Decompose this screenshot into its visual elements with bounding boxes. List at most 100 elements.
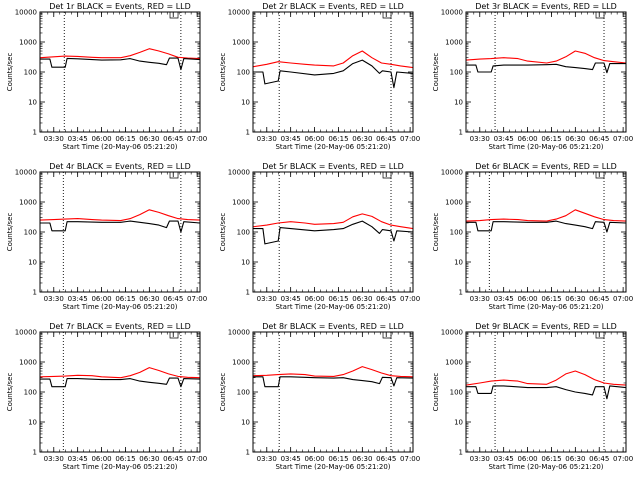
y-tick-label: 10 bbox=[241, 419, 250, 427]
x-tick-label: 06:00 bbox=[517, 295, 537, 303]
y-tick-label: 10000 bbox=[228, 169, 250, 177]
x-tick-label: 06:00 bbox=[517, 135, 537, 143]
x-tick-label: 06:45 bbox=[376, 295, 396, 303]
x-axis-label: Start Time (20-May-06 05:21:20) bbox=[62, 463, 177, 471]
x-tick-label: 03:45 bbox=[68, 455, 88, 463]
panel-8: Det 8r BLACK = Events, RED = LLD 1 10 100 10… bbox=[219, 322, 420, 471]
x-tick-label: 06:45 bbox=[163, 295, 183, 303]
panel-3: Det 3r BLACK = Events, RED = LLD 1 10 100 10… bbox=[432, 2, 633, 151]
plot-frame bbox=[39, 171, 201, 293]
y-tick-label: 10 bbox=[241, 99, 250, 107]
x-tick-label: 06:30 bbox=[565, 135, 585, 143]
x-tick-label: 06:45 bbox=[589, 295, 609, 303]
y-tick-label: 100 bbox=[237, 69, 250, 77]
x-tick-label: 07:00 bbox=[400, 455, 420, 463]
x-tick-label: 03:45 bbox=[281, 135, 301, 143]
y-tick-label: 10 bbox=[28, 259, 37, 267]
panel-title: Det 3r BLACK = Events, RED = LLD bbox=[475, 2, 617, 11]
x-tick-label: 07:00 bbox=[400, 135, 420, 143]
x-tick-label: 06:30 bbox=[139, 295, 159, 303]
y-tick-label: 1 bbox=[33, 449, 37, 457]
y-tick-label: 100 bbox=[237, 229, 250, 237]
panel-9: Det 9r BLACK = Events, RED = LLD 1 10 100 10… bbox=[432, 322, 633, 471]
panel-2: Det 2r BLACK = Events, RED = LLD 1 10 100 10… bbox=[219, 2, 420, 151]
panel-title: Det 1r BLACK = Events, RED = LLD bbox=[49, 2, 191, 11]
y-tick-label: 1000 bbox=[19, 199, 37, 207]
x-axis-label: Start Time (20-May-06 05:21:20) bbox=[275, 463, 390, 471]
y-tick-label: 10 bbox=[28, 419, 37, 427]
y-tick-label: 10 bbox=[454, 259, 463, 267]
x-tick-label: 06:45 bbox=[589, 455, 609, 463]
x-tick-label: 07:00 bbox=[400, 295, 420, 303]
interval-bracket bbox=[595, 332, 605, 339]
x-tick-label: 06:00 bbox=[304, 135, 324, 143]
y-tick-label: 1000 bbox=[19, 39, 37, 47]
x-tick-label: 03:30 bbox=[257, 295, 277, 303]
lld-series-line bbox=[466, 370, 627, 386]
x-axis-label: Start Time (20-May-06 05:21:20) bbox=[488, 303, 603, 311]
y-tick-label: 100 bbox=[450, 389, 463, 397]
y-tick-label: 1 bbox=[33, 129, 37, 137]
y-tick-label: 10 bbox=[28, 99, 37, 107]
lld-series-line bbox=[466, 50, 627, 64]
x-tick-label: 07:00 bbox=[187, 135, 207, 143]
y-tick-label: 10000 bbox=[15, 169, 37, 177]
panel-title: Det 6r BLACK = Events, RED = LLD bbox=[475, 162, 617, 171]
x-tick-label: 06:45 bbox=[376, 135, 396, 143]
y-tick-label: 1 bbox=[33, 289, 37, 297]
plot-frame bbox=[252, 11, 414, 133]
x-tick-label: 06:30 bbox=[352, 295, 372, 303]
y-tick-label: 1000 bbox=[445, 359, 463, 367]
y-tick-label: 100 bbox=[450, 69, 463, 77]
y-tick-label: 100 bbox=[24, 69, 37, 77]
x-tick-label: 07:00 bbox=[187, 295, 207, 303]
events-series-line bbox=[40, 377, 201, 388]
x-tick-label: 06:30 bbox=[565, 295, 585, 303]
y-axis-label: Counts/sec bbox=[6, 213, 14, 252]
plot-frame bbox=[252, 331, 414, 453]
y-axis-label: Counts/sec bbox=[6, 53, 14, 92]
y-tick-label: 10000 bbox=[15, 329, 37, 337]
x-axis-label: Start Time (20-May-06 05:21:20) bbox=[488, 463, 603, 471]
interval-bracket bbox=[382, 172, 392, 179]
x-tick-label: 06:45 bbox=[376, 455, 396, 463]
panel-6: Det 6r BLACK = Events, RED = LLD 1 10 100 10… bbox=[432, 162, 633, 311]
y-tick-label: 10 bbox=[241, 259, 250, 267]
panel-title: Det 8r BLACK = Events, RED = LLD bbox=[262, 322, 404, 331]
y-tick-label: 100 bbox=[24, 229, 37, 237]
y-axis-label: Counts/sec bbox=[219, 373, 227, 412]
panel-title: Det 7r BLACK = Events, RED = LLD bbox=[49, 322, 191, 331]
lld-series-line bbox=[253, 50, 414, 69]
x-tick-label: 06:45 bbox=[163, 455, 183, 463]
x-axis-label: Start Time (20-May-06 05:21:20) bbox=[62, 303, 177, 311]
x-tick-label: 06:15 bbox=[541, 135, 561, 143]
events-series-line bbox=[40, 220, 201, 233]
panel-4: Det 4r BLACK = Events, RED = LLD 1 10 100 10… bbox=[6, 162, 207, 311]
y-tick-label: 1 bbox=[459, 449, 463, 457]
interval-bracket bbox=[382, 12, 392, 19]
x-tick-label: 06:30 bbox=[352, 455, 372, 463]
x-tick-label: 03:30 bbox=[470, 135, 490, 143]
x-tick-label: 06:15 bbox=[541, 455, 561, 463]
plot-frame bbox=[39, 11, 201, 133]
x-tick-label: 03:30 bbox=[257, 455, 277, 463]
y-tick-label: 10000 bbox=[441, 329, 463, 337]
x-tick-label: 03:45 bbox=[494, 135, 514, 143]
y-tick-label: 1 bbox=[459, 289, 463, 297]
x-tick-label: 03:45 bbox=[68, 135, 88, 143]
interval-bracket bbox=[595, 172, 605, 179]
x-tick-label: 06:00 bbox=[91, 135, 111, 143]
y-tick-label: 10000 bbox=[228, 329, 250, 337]
events-series-line bbox=[466, 62, 626, 74]
x-tick-label: 06:30 bbox=[139, 135, 159, 143]
x-tick-label: 06:30 bbox=[139, 455, 159, 463]
lld-series-line bbox=[466, 209, 627, 222]
x-tick-label: 06:15 bbox=[328, 135, 348, 143]
panel-7: Det 7r BLACK = Events, RED = LLD 1 10 100 10… bbox=[6, 322, 207, 471]
panel-title: Det 5r BLACK = Events, RED = LLD bbox=[262, 162, 404, 171]
x-tick-label: 03:30 bbox=[257, 135, 277, 143]
y-tick-label: 100 bbox=[237, 389, 250, 397]
x-tick-label: 03:30 bbox=[44, 455, 64, 463]
x-tick-label: 06:00 bbox=[91, 295, 111, 303]
